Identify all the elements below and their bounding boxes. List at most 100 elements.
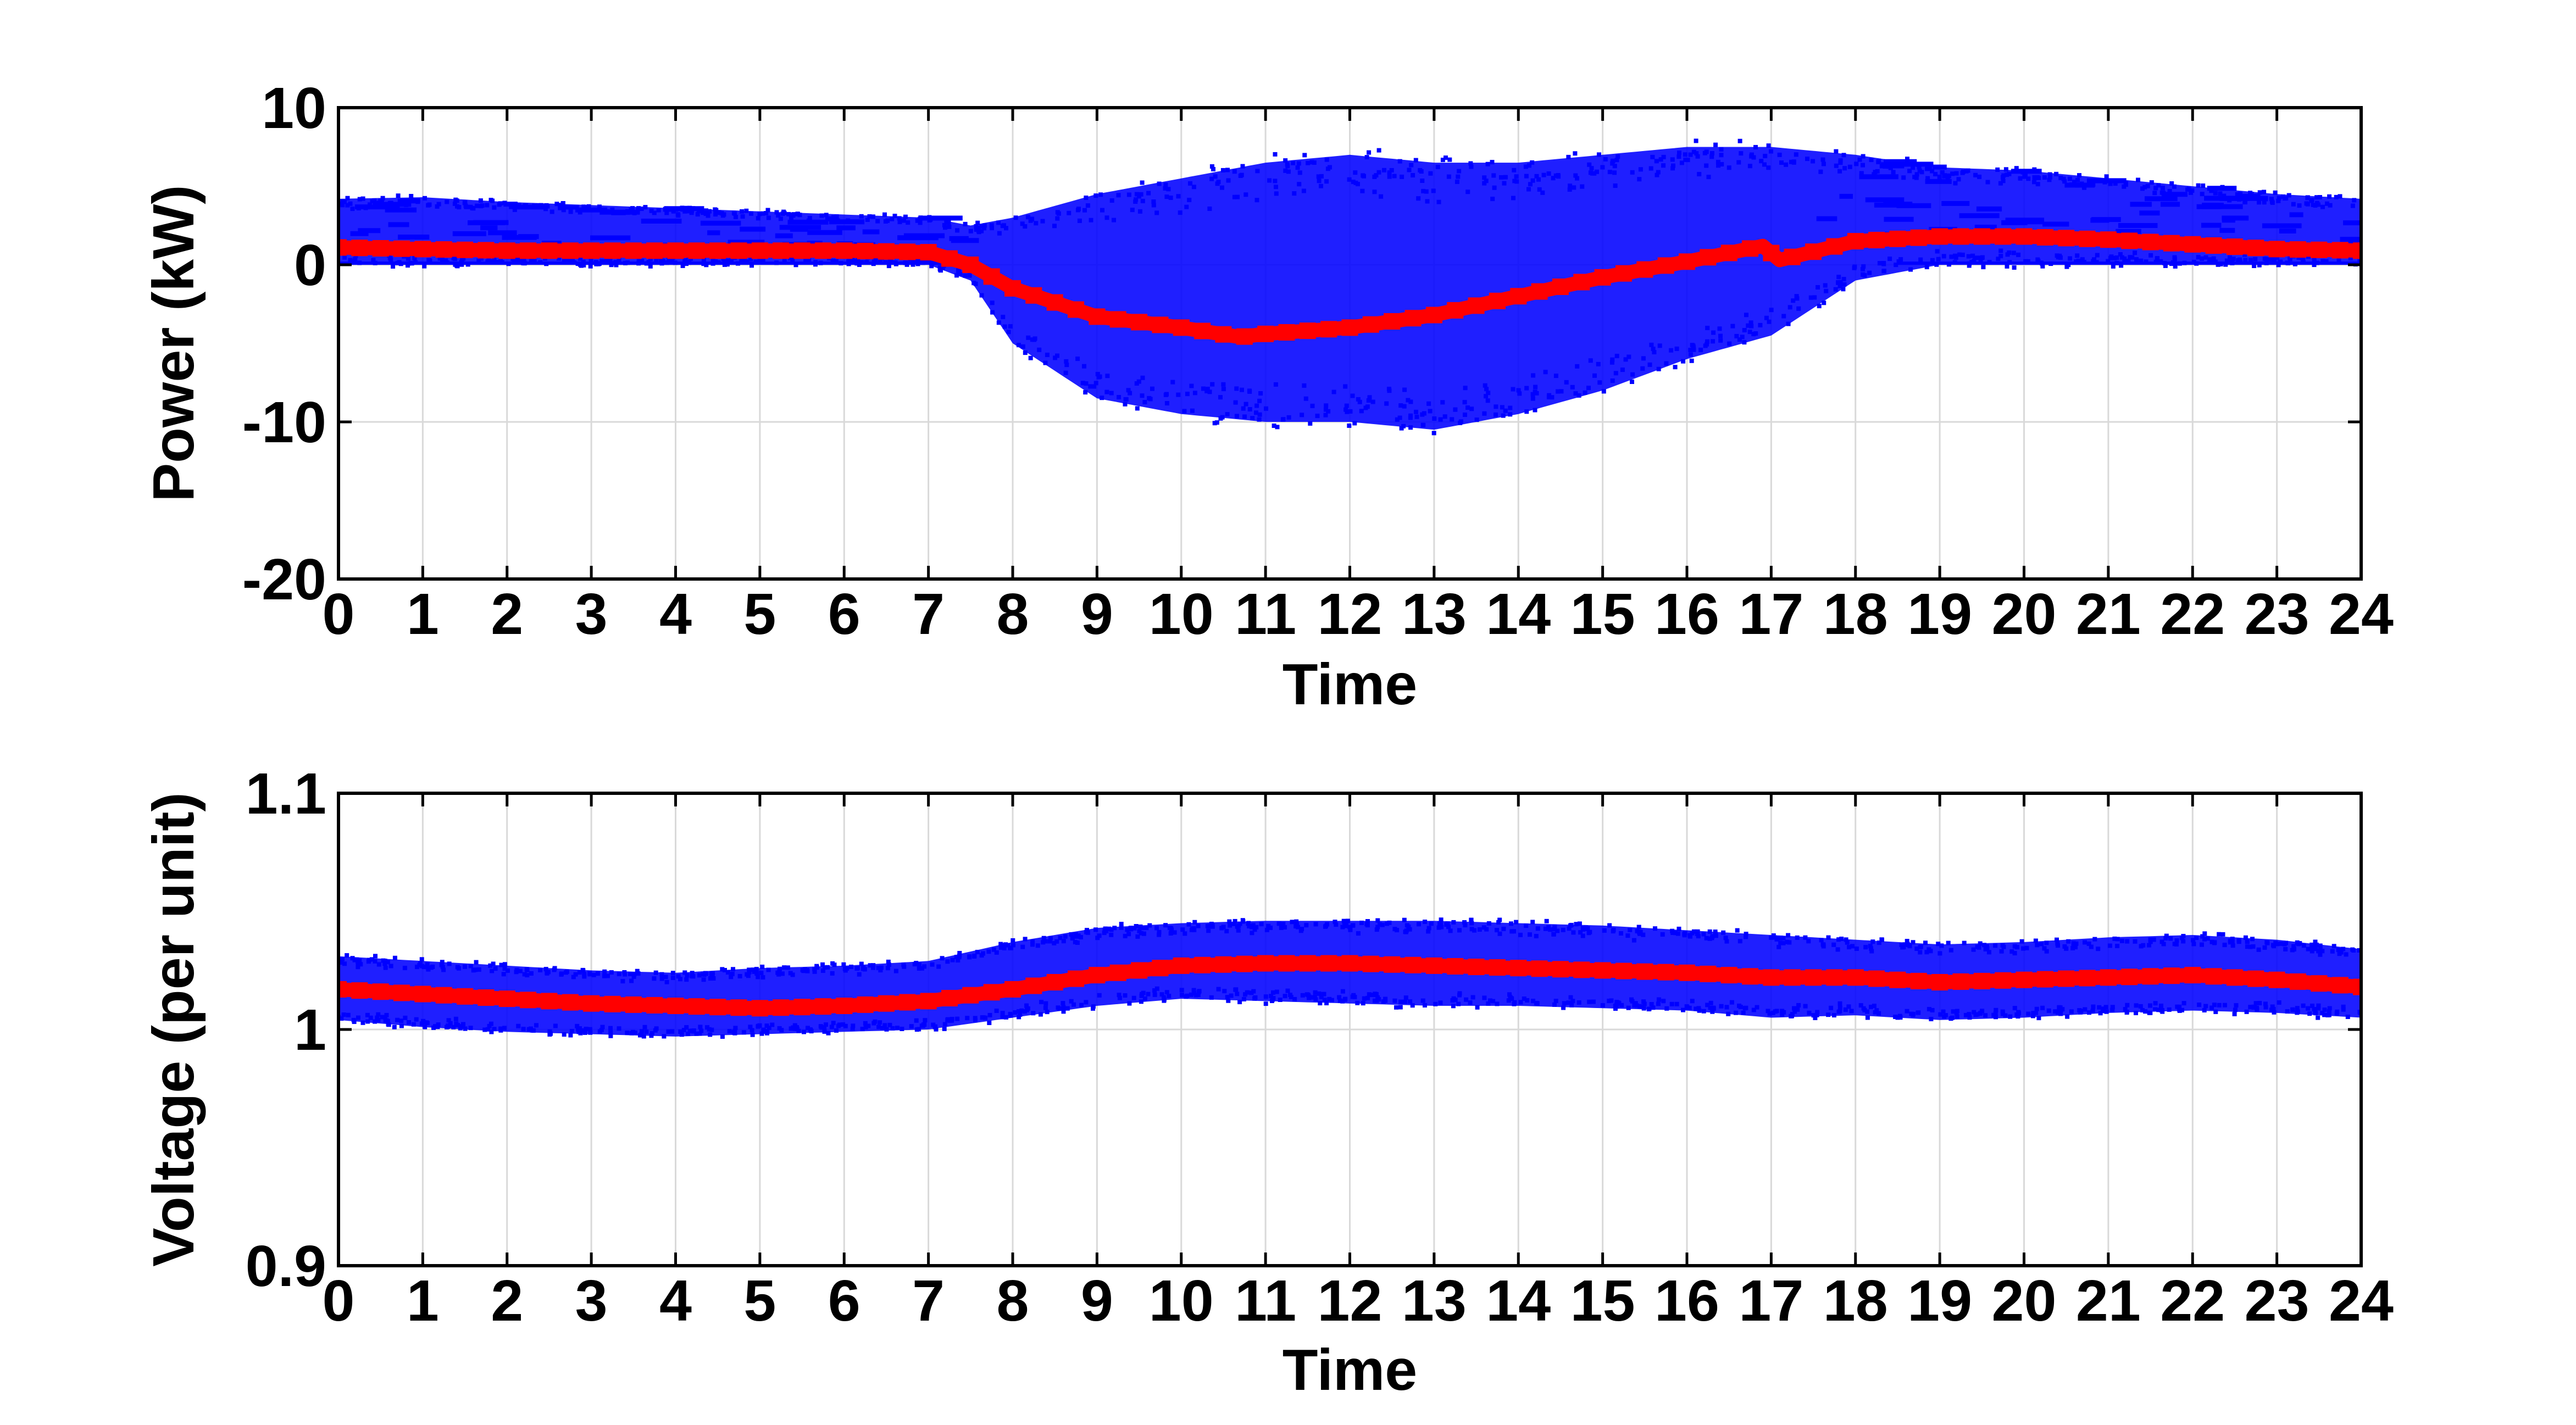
power-scatter-point [2348,255,2353,260]
power-scatter-point [1854,162,1859,166]
voltage-scatter-point [748,1025,753,1029]
voltage-scatter-point [2327,1006,2332,1011]
power-scatter-point [1537,187,1542,192]
power-scatter-point [1147,396,1152,400]
power-scatter-point [1286,169,1291,174]
power-scatter-point [682,258,687,263]
power-scatter-point [1254,198,1259,203]
voltage-mean-marker [1257,955,1274,972]
voltage-scatter-point [955,1016,960,1021]
power-scatter-point [1273,152,1278,157]
voltage-scatter-point [441,967,446,972]
power-scatter-point [1747,330,1752,335]
voltage-scatter-point [2046,1008,2051,1013]
voltage-scatter-point [879,965,884,970]
power-scatter-point [1942,173,1947,178]
power-scatter-point [2072,180,2077,185]
voltage-scatter-point [2212,940,2217,945]
power-x-tick-label: 0 [323,582,355,647]
power-scatter-point [409,194,414,198]
power-scatter-point [1779,160,1784,165]
voltage-scatter-point [1276,921,1281,926]
voltage-scatter-point [1119,922,1124,926]
voltage-scatter-point [1292,997,1297,1001]
voltage-scatter-point [950,958,955,962]
power-scatter-point [1037,347,1042,352]
voltage-scatter-point [1967,1015,1972,1020]
voltage-scatter-point [2140,1008,2145,1012]
voltage-scatter-point [1619,1003,1624,1007]
voltage-scatter-point [1963,1012,1968,1017]
power-mean-marker [520,242,537,259]
voltage-scatter-point [2040,1005,2045,1010]
power-scatter-point [1164,392,1169,397]
voltage-scatter-point [1079,1003,1084,1007]
power-scatter-point [1719,153,1724,158]
power-scatter-point [1588,358,1593,363]
power-scatter-point [2163,263,2168,268]
power-scatter-point [1126,388,1131,393]
voltage-scatter-point [602,969,607,974]
power-scatter-point [1805,157,1809,162]
voltage-mean-marker [1952,973,1969,990]
power-mean-marker [1215,326,1232,343]
voltage-scatter-point [2334,1011,2339,1016]
power-scatter-point [2082,185,2087,190]
voltage-scatter-point [808,1028,813,1033]
power-mean-marker [583,242,600,259]
power-scatter-point [1630,170,1635,175]
power-scatter-point [954,273,959,278]
power-scatter-point [2316,202,2320,207]
voltage-scatter-point [1525,998,1530,1003]
power-scatter-point [2305,202,2310,207]
voltage-scatter-point [1803,935,1808,940]
power-scatter-point [1614,354,1619,358]
power-scatter-point [1546,171,1551,176]
voltage-scatter-point [1043,939,1048,944]
power-mean-marker [773,242,790,259]
power-scatter-point [1698,347,1703,352]
power-mean-marker [351,240,368,257]
voltage-mean-marker [1931,974,1948,990]
voltage-scatter-point [1154,926,1159,931]
power-scatter-point [1873,170,1878,175]
voltage-scatter-point [2285,1009,2290,1014]
voltage-x-tick-label: 23 [2245,1268,2309,1333]
power-scatter-point [1575,364,1580,369]
voltage-scatter-point [2119,938,2124,943]
voltage-scatter-point [1271,990,1275,995]
power-x-tick-label: 3 [575,582,608,647]
power-scatter-point [1205,387,1210,391]
power-scatter-point [659,257,664,262]
power-scatter-point [1838,158,1843,163]
voltage-scatter-point [463,964,467,969]
voltage-mean-marker [2058,970,2075,987]
power-scatter-point [2276,263,2281,268]
power-scatter-point [1623,357,1628,362]
voltage-scatter-point [2251,1005,2256,1010]
voltage-mean-marker [1720,967,1737,984]
power-scatter-point [944,220,949,225]
power-scatter-point [1446,174,1451,179]
power-scatter-point [2173,264,2178,269]
voltage-scatter-points [338,917,2361,1039]
voltage-scatter-point [2222,1003,2227,1007]
voltage-scatter-point [1872,1004,1877,1009]
voltage-scatter-point [1129,927,1134,932]
power-scatter-point [1360,188,1365,193]
voltage-scatter-point [399,1023,404,1028]
power-scatter-point [2273,190,2278,195]
power-scatter-point [2338,194,2342,199]
voltage-scatter-point [2217,932,2222,937]
voltage-mean-marker [878,995,895,1012]
voltage-scatter-point [2205,936,2210,941]
voltage-scatter-point [617,1026,621,1031]
power-scatter-point [1758,322,1763,327]
power-scatter-point [2145,183,2150,188]
voltage-scatter-point [1138,924,1143,929]
voltage-mean-marker [1131,962,1148,979]
power-scatter-point [1524,174,1529,179]
voltage-scatter-point [957,951,962,955]
power-scatter-point [2228,255,2232,260]
power-scatter-point [1221,387,1226,392]
